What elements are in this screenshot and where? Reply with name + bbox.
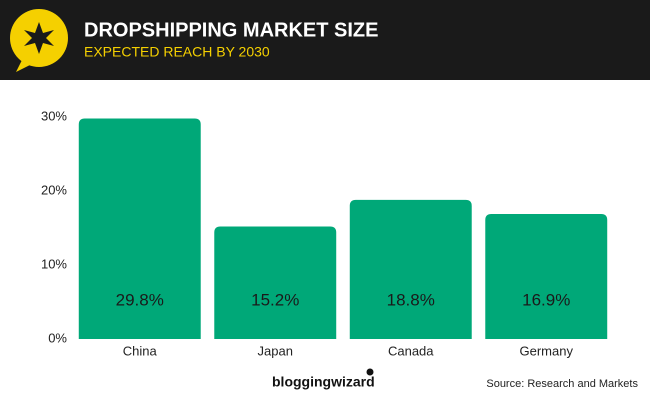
y-tick-label: 0%: [48, 330, 67, 345]
source-note: Source: Research and Markets: [486, 378, 638, 390]
bar: [485, 213, 608, 339]
x-tick-label: Canada: [388, 343, 434, 358]
value-label: 15.2%: [251, 290, 299, 309]
bar: [78, 118, 201, 339]
x-tick-label: Germany: [520, 343, 574, 358]
value-label: 29.8%: [116, 290, 164, 309]
y-tick-label: 10%: [41, 256, 67, 271]
x-tick-label: China: [123, 343, 158, 358]
y-tick-label: 20%: [41, 182, 67, 197]
x-tick-label: Japan: [258, 343, 293, 358]
header-band: [0, 0, 650, 80]
brand-dot: [366, 368, 374, 376]
bar: [349, 199, 472, 339]
bar: [214, 226, 337, 339]
value-label: 18.8%: [387, 290, 435, 309]
value-label: 16.9%: [522, 290, 570, 309]
brand-logo: bloggingwizard: [272, 374, 375, 390]
chart-subtitle: EXPECTED REACH BY 2030: [84, 44, 270, 60]
logo-icon: [10, 9, 68, 72]
chart-title: DROPSHIPPING MARKET SIZE: [84, 19, 378, 41]
y-tick-label: 30%: [41, 108, 67, 123]
